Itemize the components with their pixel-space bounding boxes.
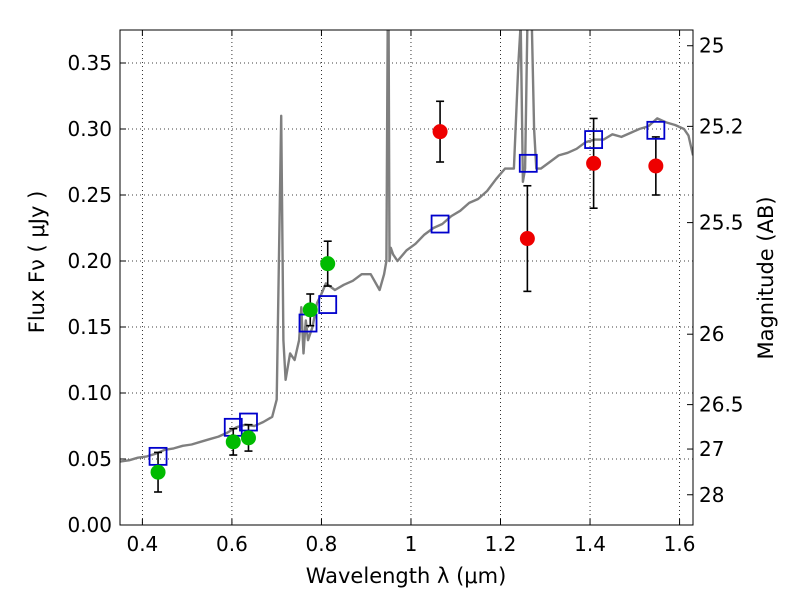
model-point-square (518, 153, 538, 173)
observed-point-red (648, 158, 664, 174)
x-tick-label: 1.2 (485, 532, 517, 556)
y-tick-label: 0.05 (67, 447, 112, 471)
axis-ticks (120, 30, 693, 526)
model-point-square (584, 130, 604, 149)
observed-point-red (586, 155, 602, 171)
y-tick-label: 0.35 (67, 51, 112, 75)
y-axis-label: Flux Fν ( μJy ) (25, 191, 49, 334)
magnitude-tick-label: 25.5 (699, 211, 744, 235)
magnitude-tick-label: 25 (699, 34, 724, 58)
observed-point-green (302, 302, 318, 318)
magnitude-tick-label: 28 (699, 483, 724, 507)
observed-point-green (320, 256, 336, 272)
y-tick-label: 0.20 (67, 249, 112, 273)
y-tick-label: 0.00 (67, 513, 112, 537)
magnitude-tick-labels: 25 25.2 25.5 26 26.5 27 28 (699, 34, 744, 507)
x-tick-label: 1 (405, 532, 418, 556)
x-tick-label: 0.8 (306, 532, 338, 556)
y-tick-label: 0.15 (67, 315, 112, 339)
y-tick-labels: 0.00 0.05 0.10 0.15 0.20 0.25 0.30 0.35 (67, 51, 112, 537)
model-spectrum-line (120, 30, 693, 463)
magnitude-axis-label: Magnitude (AB) (754, 196, 778, 359)
observed-point-red (519, 231, 535, 247)
x-tick-labels: 0.4 0.6 0.8 1 1.2 1.4 1.6 (126, 532, 695, 556)
observed-point-green (150, 464, 166, 480)
observed-point-red (432, 124, 448, 140)
magnitude-tick-label: 26.5 (699, 393, 744, 417)
observed-point-green (225, 434, 241, 450)
x-tick-label: 1.4 (574, 532, 606, 556)
plot-frame (119, 29, 694, 526)
y-tick-label: 0.25 (67, 183, 112, 207)
series-group (120, 30, 693, 493)
x-tick-label: 0.6 (216, 532, 248, 556)
model-point-square (646, 120, 666, 140)
y-tick-label: 0.10 (67, 381, 112, 405)
observed-point-green (240, 430, 256, 446)
magnitude-tick-label: 26 (699, 322, 724, 346)
model-point-square (318, 295, 338, 314)
y-tick-label: 0.30 (67, 117, 112, 141)
magnitude-tick-label: 27 (699, 437, 724, 461)
x-tick-label: 1.6 (664, 532, 696, 556)
x-axis-label: Wavelength λ (μm) (306, 564, 507, 588)
x-tick-label: 0.4 (126, 532, 158, 556)
model-point-square (430, 214, 450, 234)
plot-layer (120, 30, 693, 493)
magnitude-tick-label: 25.2 (699, 114, 744, 138)
